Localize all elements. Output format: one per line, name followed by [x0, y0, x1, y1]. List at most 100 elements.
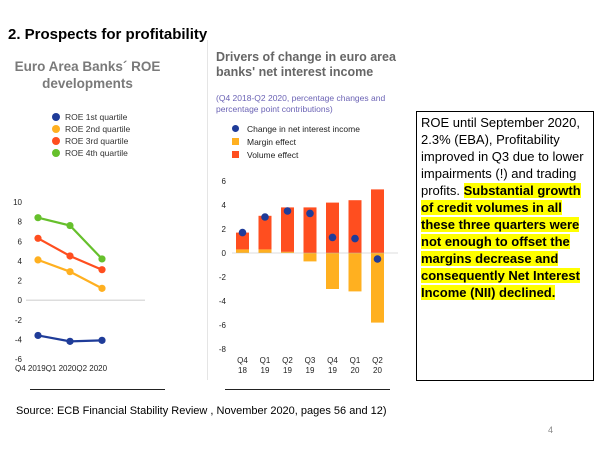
legend-item-margin: Margin effect	[232, 137, 296, 147]
roe-x-labels: Q4 2019Q1 2020Q2 2020	[15, 364, 108, 372]
nii-x-tick-top: Q2	[282, 356, 293, 365]
roe-line-chart: -6 -4 -2 0 2 4 6 8 10 Q4 2019Q1 2020Q2 2020	[13, 198, 145, 372]
legend-label-q4: ROE 4th quartile	[65, 148, 128, 158]
nii-y-tick: 0	[222, 249, 227, 258]
roe-y-tick: -4	[15, 335, 23, 344]
margin-effect-bar	[303, 253, 317, 262]
legend-label-volume: Volume effect	[247, 150, 299, 160]
source-note: Source: ECB Financial Stability Review ,…	[16, 405, 387, 417]
nii-x-tick-top: Q2	[372, 356, 383, 365]
legend-label-q1: ROE 1st quartile	[65, 112, 128, 122]
volume-effect-bar	[281, 207, 294, 252]
roe-point-4	[34, 214, 42, 222]
nii-x-tick-bottom: 19	[283, 366, 292, 375]
nii-y-tick: -2	[219, 273, 227, 282]
roe-point-2	[66, 268, 74, 276]
nii-x-tick-bottom: 19	[261, 366, 270, 375]
volume-effect-bar	[371, 189, 384, 253]
roe-chart-title: Euro Area Banks´ ROE developments	[14, 59, 161, 91]
legend-swatch-nii	[232, 125, 239, 132]
legend-item-q2: ROE 2nd quartile	[52, 124, 130, 134]
right-underline	[225, 389, 390, 390]
roe-point-1	[98, 336, 106, 344]
roe-y-tick: -6	[15, 355, 23, 364]
legend-item-q4: ROE 4th quartile	[52, 148, 128, 158]
nii-x-tick-bottom: 19	[306, 366, 315, 375]
commentary-text-box: ROE until September 2020, 2.3% (EBA), Pr…	[416, 111, 594, 381]
nii-change-dot	[306, 209, 314, 218]
legend-swatch-q1	[52, 113, 60, 121]
legend-swatch-q4	[52, 149, 60, 157]
legend-swatch-q3	[52, 137, 60, 145]
roe-y-tick: 4	[18, 257, 23, 266]
legend-swatch-q2	[52, 125, 60, 133]
volume-effect-bar	[258, 215, 272, 250]
roe-chart-panel: Euro Area Banks´ ROE developments ROE 1s…	[10, 52, 165, 372]
roe-point-3	[34, 234, 42, 242]
margin-effect-bar	[348, 253, 362, 292]
commentary-plain-text: ROE until September 2020, 2.3% (EBA), Pr…	[421, 115, 584, 198]
slide-title: 2. Prospects for profitability	[8, 26, 208, 43]
left-underline	[30, 389, 165, 390]
roe-point-2	[34, 256, 42, 264]
nii-x-tick-top: Q4	[237, 356, 248, 365]
legend-label-margin: Margin effect	[247, 137, 296, 147]
nii-x-tick-bottom: 19	[328, 366, 337, 375]
margin-effect-bar	[258, 249, 272, 253]
nii-x-tick-bottom: 20	[351, 366, 360, 375]
nii-chart-title: Drivers of change in euro area banks' ne…	[216, 50, 396, 79]
margin-effect-bar	[236, 249, 249, 253]
nii-chart-panel: Drivers of change in euro area banks' ne…	[207, 40, 408, 380]
nii-change-dot	[261, 213, 269, 221]
nii-y-tick: 2	[222, 225, 227, 234]
nii-x-tick-top: Q1	[260, 356, 271, 365]
nii-y-tick: -8	[219, 345, 227, 354]
legend-label-nii: Change in net interest income	[247, 124, 360, 134]
legend-item-nii: Change in net interest income	[232, 124, 360, 134]
nii-x-tick-top: Q3	[305, 356, 316, 365]
roe-y-tick: -2	[15, 316, 23, 325]
legend-item-volume: Volume effect	[232, 150, 298, 160]
roe-point-3	[66, 252, 74, 260]
roe-point-4	[66, 221, 74, 230]
legend-swatch-volume	[232, 151, 239, 158]
roe-y-tick: 8	[18, 218, 23, 227]
nii-change-dot	[351, 234, 359, 243]
margin-effect-bar	[371, 253, 384, 323]
legend-label-q3: ROE 3rd quartile	[65, 136, 129, 146]
nii-y-tick: 4	[222, 201, 227, 210]
legend-item-q1: ROE 1st quartile	[52, 112, 127, 122]
nii-y-tick: -6	[219, 321, 227, 330]
volume-effect-bar	[348, 200, 362, 253]
margin-effect-bar	[326, 253, 339, 289]
roe-point-2	[98, 284, 106, 292]
volume-effect-bar	[326, 202, 339, 253]
nii-x-tick-bottom: 20	[373, 366, 382, 375]
nii-y-tick: -4	[219, 297, 227, 306]
commentary-highlighted-text: Substantial growth of credit volumes in …	[421, 183, 581, 300]
nii-x-tick-bottom: 18	[238, 366, 247, 375]
roe-point-1	[66, 337, 74, 345]
roe-point-4	[98, 255, 106, 263]
roe-point-1	[34, 331, 42, 340]
nii-y-tick: 6	[222, 177, 227, 186]
nii-change-dot	[373, 255, 382, 263]
roe-y-tick: 6	[18, 237, 23, 246]
nii-x-tick-top: Q1	[350, 356, 361, 365]
nii-change-dot	[328, 233, 337, 242]
volume-effect-bar	[236, 232, 249, 250]
legend-swatch-margin	[232, 138, 239, 145]
roe-y-tick: 0	[18, 296, 23, 305]
roe-y-tick: 10	[13, 198, 22, 207]
roe-y-tick: 2	[18, 277, 23, 286]
page-number: 4	[548, 425, 554, 435]
legend-item-q3: ROE 3rd quartile	[52, 136, 128, 146]
roe-point-3	[98, 266, 106, 274]
legend-label-q2: ROE 2nd quartile	[65, 124, 131, 134]
nii-change-dot	[238, 228, 247, 237]
volume-effect-bar	[303, 207, 317, 253]
nii-chart-subtitle: (Q4 2018-Q2 2020, percentage changes and…	[216, 93, 386, 114]
nii-x-tick-top: Q4	[327, 356, 338, 365]
margin-effect-bar	[281, 251, 294, 253]
